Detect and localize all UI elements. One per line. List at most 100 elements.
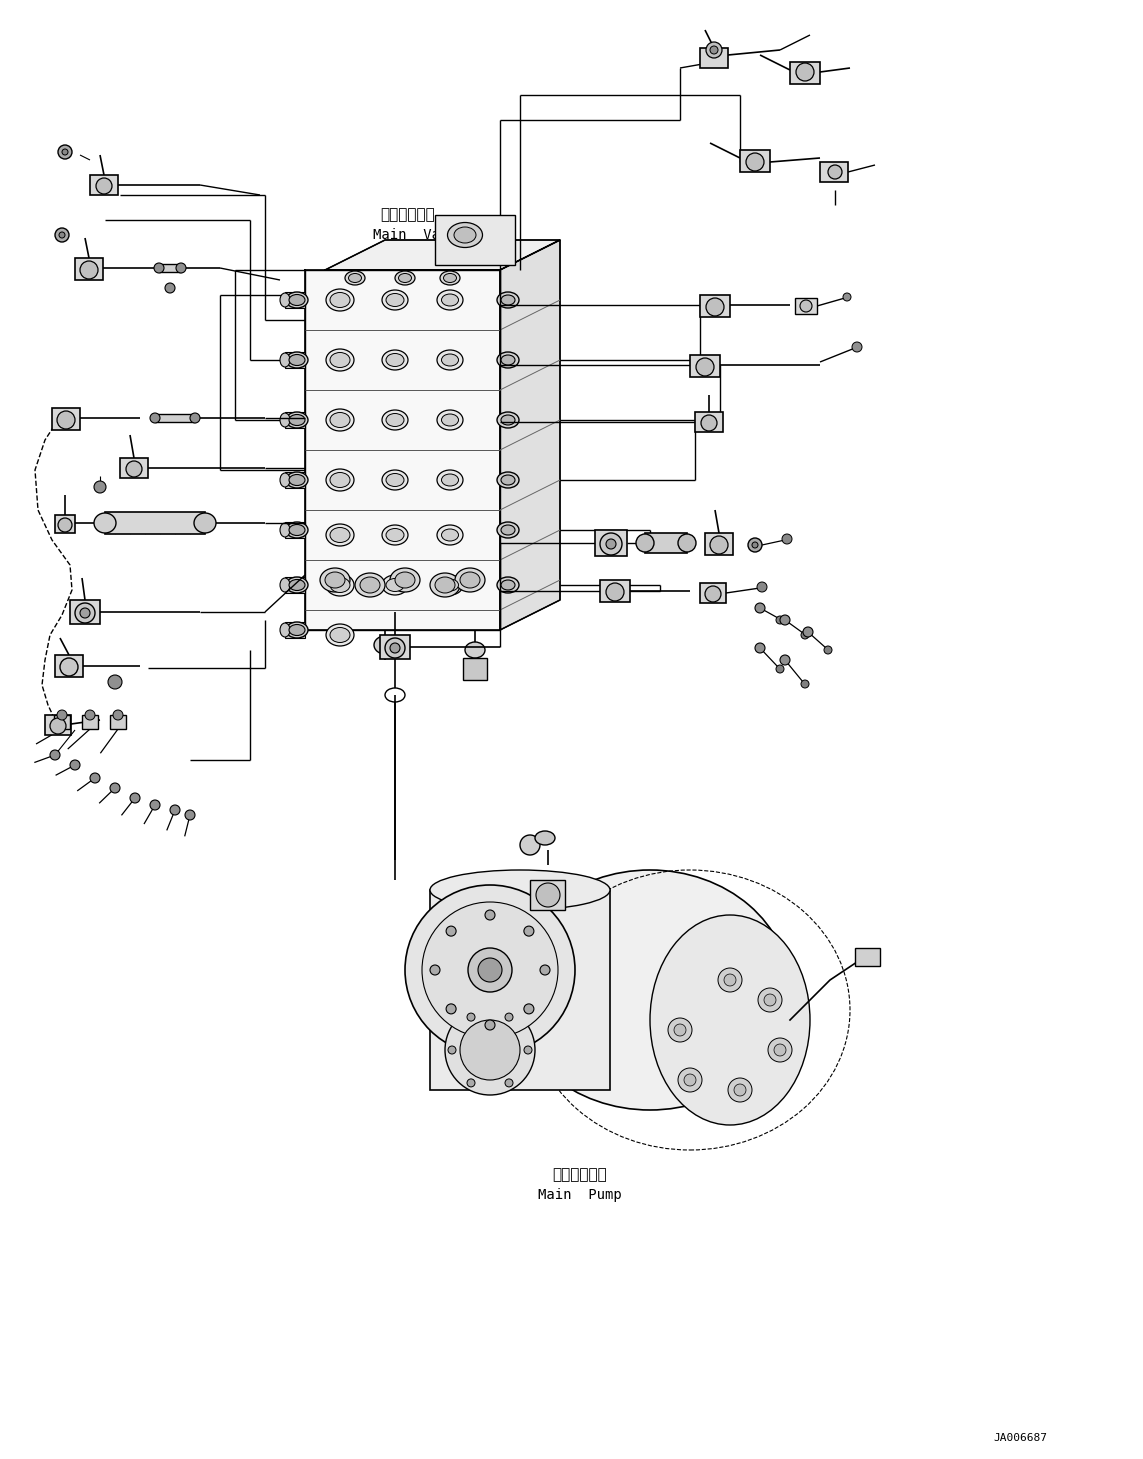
Ellipse shape — [435, 576, 455, 592]
Circle shape — [422, 902, 558, 1037]
Ellipse shape — [430, 870, 610, 910]
Ellipse shape — [455, 568, 485, 592]
Circle shape — [752, 541, 758, 549]
Ellipse shape — [326, 409, 354, 430]
Ellipse shape — [280, 293, 290, 306]
Circle shape — [674, 1024, 686, 1036]
Ellipse shape — [390, 568, 419, 592]
Circle shape — [796, 63, 814, 82]
Circle shape — [710, 47, 718, 54]
Circle shape — [170, 805, 179, 816]
Ellipse shape — [280, 522, 290, 537]
Bar — [155, 414, 195, 422]
Text: Main  Pump: Main Pump — [538, 1188, 622, 1202]
Ellipse shape — [280, 578, 290, 592]
Ellipse shape — [330, 578, 350, 592]
Ellipse shape — [382, 575, 408, 595]
Bar — [596, 530, 628, 556]
Ellipse shape — [497, 352, 519, 368]
Ellipse shape — [286, 473, 307, 487]
Text: JA006687: JA006687 — [993, 1433, 1047, 1443]
Circle shape — [478, 959, 502, 982]
Circle shape — [59, 658, 78, 676]
Circle shape — [467, 948, 512, 992]
Bar — [285, 411, 305, 427]
Circle shape — [467, 1078, 475, 1087]
Circle shape — [59, 232, 65, 238]
Text: Main  Valve: Main Valve — [373, 228, 465, 242]
Ellipse shape — [355, 573, 385, 597]
Circle shape — [446, 1004, 456, 1014]
Circle shape — [801, 680, 809, 689]
Circle shape — [800, 301, 812, 312]
Ellipse shape — [382, 470, 408, 490]
Ellipse shape — [437, 525, 463, 546]
Circle shape — [485, 1020, 495, 1030]
Circle shape — [701, 414, 717, 430]
Circle shape — [55, 228, 69, 242]
Bar — [45, 715, 71, 735]
Ellipse shape — [501, 355, 515, 365]
Ellipse shape — [437, 290, 463, 309]
Bar — [705, 533, 733, 554]
Ellipse shape — [501, 581, 515, 589]
Circle shape — [459, 1020, 520, 1080]
Bar — [430, 890, 610, 1090]
Ellipse shape — [501, 414, 515, 425]
Ellipse shape — [395, 271, 415, 285]
Ellipse shape — [386, 579, 403, 591]
Circle shape — [70, 760, 80, 770]
Bar — [51, 409, 80, 430]
Circle shape — [190, 413, 200, 423]
Bar — [820, 162, 848, 182]
Circle shape — [536, 883, 560, 907]
Ellipse shape — [289, 355, 305, 366]
Circle shape — [107, 676, 122, 689]
Circle shape — [756, 643, 765, 654]
Text: メインポンプ: メインポンプ — [552, 1167, 607, 1182]
Circle shape — [705, 587, 721, 603]
Bar — [120, 458, 147, 479]
Ellipse shape — [437, 410, 463, 430]
Ellipse shape — [386, 413, 403, 426]
Bar — [530, 880, 565, 910]
Circle shape — [734, 1084, 746, 1096]
Circle shape — [505, 1013, 513, 1021]
Bar — [690, 355, 720, 376]
Ellipse shape — [289, 579, 305, 591]
Ellipse shape — [326, 573, 354, 595]
Ellipse shape — [650, 915, 810, 1125]
Polygon shape — [325, 239, 560, 270]
Circle shape — [58, 144, 72, 159]
Circle shape — [520, 835, 539, 855]
Bar — [285, 576, 305, 592]
Bar — [159, 264, 181, 271]
Ellipse shape — [441, 579, 458, 591]
Text: メインバルブ: メインバルブ — [379, 207, 434, 223]
Ellipse shape — [289, 414, 305, 426]
Circle shape — [62, 149, 67, 155]
Ellipse shape — [326, 468, 354, 492]
Ellipse shape — [395, 572, 415, 588]
Ellipse shape — [326, 524, 354, 546]
Circle shape — [185, 810, 195, 820]
Ellipse shape — [636, 534, 654, 552]
Ellipse shape — [501, 476, 515, 484]
Ellipse shape — [443, 273, 456, 283]
Circle shape — [57, 711, 67, 719]
Ellipse shape — [286, 352, 307, 368]
Bar — [285, 622, 305, 638]
Bar — [285, 473, 305, 487]
Circle shape — [80, 261, 98, 279]
Bar — [700, 295, 730, 317]
Circle shape — [126, 461, 142, 477]
Ellipse shape — [360, 576, 379, 592]
Bar — [55, 515, 75, 533]
Ellipse shape — [441, 355, 458, 366]
Circle shape — [776, 665, 784, 673]
Circle shape — [606, 538, 616, 549]
Circle shape — [110, 783, 120, 794]
Circle shape — [668, 1018, 692, 1042]
Circle shape — [485, 910, 495, 921]
Ellipse shape — [440, 271, 459, 285]
